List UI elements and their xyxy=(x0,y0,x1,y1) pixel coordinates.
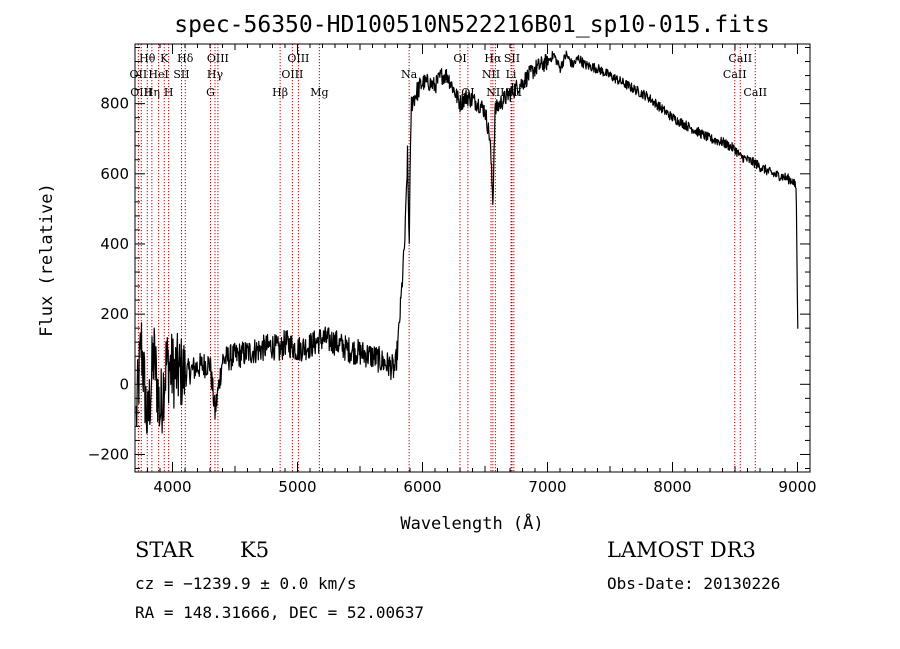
chart-title: spec-56350-HD100510N522216B01_sp10-015.f… xyxy=(174,12,769,38)
y-tick-label: 800 xyxy=(100,95,129,113)
line-id-label-11: G xyxy=(206,86,215,99)
line-markers xyxy=(137,44,756,472)
y-tick-label: −200 xyxy=(88,445,129,463)
object-subclass: K5 xyxy=(240,538,270,562)
line-id-label-16: Na xyxy=(401,68,418,81)
line-id-label-3: HeI xyxy=(148,68,168,81)
line-id-label-22: SII xyxy=(504,52,520,65)
coordinates-readout: RA = 148.31666, DEC = 52.00637 xyxy=(135,603,424,622)
survey-name: LAMOST DR3 xyxy=(607,538,756,562)
plot-frame xyxy=(134,43,811,473)
line-id-label-4: K xyxy=(160,52,169,65)
line-id-label-25: CaII xyxy=(728,52,752,65)
line-id-label-7: SII xyxy=(173,68,189,81)
line-id-label-26: CaII xyxy=(723,68,747,81)
x-tick-label: 4000 xyxy=(153,478,191,496)
x-tick-label: 9000 xyxy=(778,478,816,496)
line-id-label-8: Hδ xyxy=(177,52,194,65)
x-tick-label: 8000 xyxy=(653,478,691,496)
line-id-label-10: Hγ xyxy=(207,68,224,81)
observation-date: Obs-Date: 20130226 xyxy=(607,574,781,593)
line-id-label-17: OI xyxy=(453,52,466,65)
y-axis: −200 0 200 400 600 800 xyxy=(88,47,810,469)
y-tick-label: 600 xyxy=(100,165,129,183)
line-id-label-9: OIII xyxy=(207,52,229,65)
line-id-label-1: OII xyxy=(130,68,148,81)
y-tick-label: 200 xyxy=(100,305,129,323)
y-axis-label: Flux (relative) xyxy=(37,183,57,337)
x-tick-label: 5000 xyxy=(278,478,316,496)
line-id-label-13: OIII xyxy=(287,52,309,65)
x-tick-label: 7000 xyxy=(528,478,566,496)
y-tick-label: 400 xyxy=(100,235,129,253)
y-tick-label: 0 xyxy=(119,375,129,393)
line-id-label-15: Mg xyxy=(310,86,328,99)
x-tick-label: 6000 xyxy=(403,478,441,496)
line-id-label-6: H xyxy=(164,86,174,99)
line-id-label-27: CaII xyxy=(743,86,767,99)
line-id-label-12: Hβ xyxy=(272,86,288,99)
line-id-label-23: Li xyxy=(506,68,517,81)
line-id-label-0: Hθ xyxy=(139,52,156,65)
line-id-label-19: Hα xyxy=(484,52,502,65)
x-axis: 4000 5000 6000 7000 8000 9000 xyxy=(134,44,817,496)
line-id-label-20: NII xyxy=(482,68,500,81)
line-id-label-21: NII xyxy=(486,86,504,99)
velocity-readout: cz = −1239.9 ± 0.0 km/s xyxy=(135,574,357,593)
x-axis-label: Wavelength (Å) xyxy=(400,512,543,534)
line-id-label-14: OIII xyxy=(281,68,303,81)
line-id-label-5: Hη xyxy=(144,86,160,99)
object-class: STAR xyxy=(135,538,194,562)
spectrum-line xyxy=(135,50,799,434)
